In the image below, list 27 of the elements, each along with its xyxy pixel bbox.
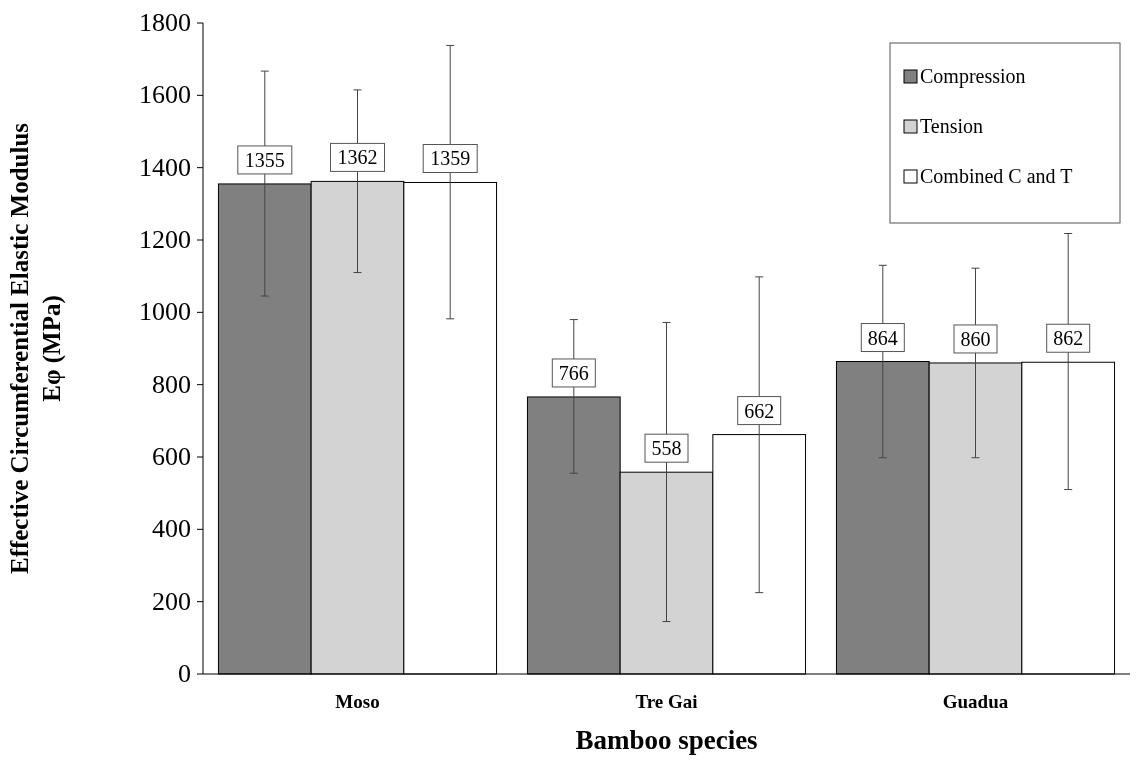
y-tick-label: 200 — [152, 586, 191, 616]
legend-label: Combined C and T — [920, 165, 1073, 187]
y-axis-title: Effective Circumferential Elastic Modulus Eφ (MPa) — [6, 122, 66, 575]
data-label: 864 — [867, 326, 898, 349]
x-tick-label: Tre Gai — [635, 691, 698, 712]
data-label: 1362 — [337, 146, 378, 169]
y-tick-label: 1600 — [139, 80, 191, 110]
x-tick-label: Moso — [335, 691, 380, 712]
y-tick-label: 1000 — [139, 297, 191, 327]
data-label: 862 — [1053, 327, 1084, 350]
y-tick-label: 800 — [152, 369, 191, 399]
y-tick-label: 600 — [152, 442, 191, 471]
legend-label: Compression — [920, 65, 1026, 88]
data-label: 558 — [651, 437, 682, 460]
data-label: 1359 — [430, 147, 471, 170]
y-tick-label: 400 — [152, 514, 191, 544]
data-label: 766 — [558, 361, 589, 384]
x-tick-label: Guadua — [942, 691, 1009, 712]
data-label: 1355 — [244, 148, 285, 171]
y-tick-label: 0 — [178, 659, 191, 688]
y-tick-label: 1400 — [139, 152, 191, 182]
x-axis-title: Bamboo species — [575, 725, 758, 755]
legend-label: Tension — [920, 115, 984, 137]
data-label: 860 — [960, 327, 991, 350]
data-label: 662 — [744, 399, 775, 422]
y-tick-label: 1800 — [139, 8, 191, 37]
y-tick-label: 1200 — [139, 225, 191, 254]
